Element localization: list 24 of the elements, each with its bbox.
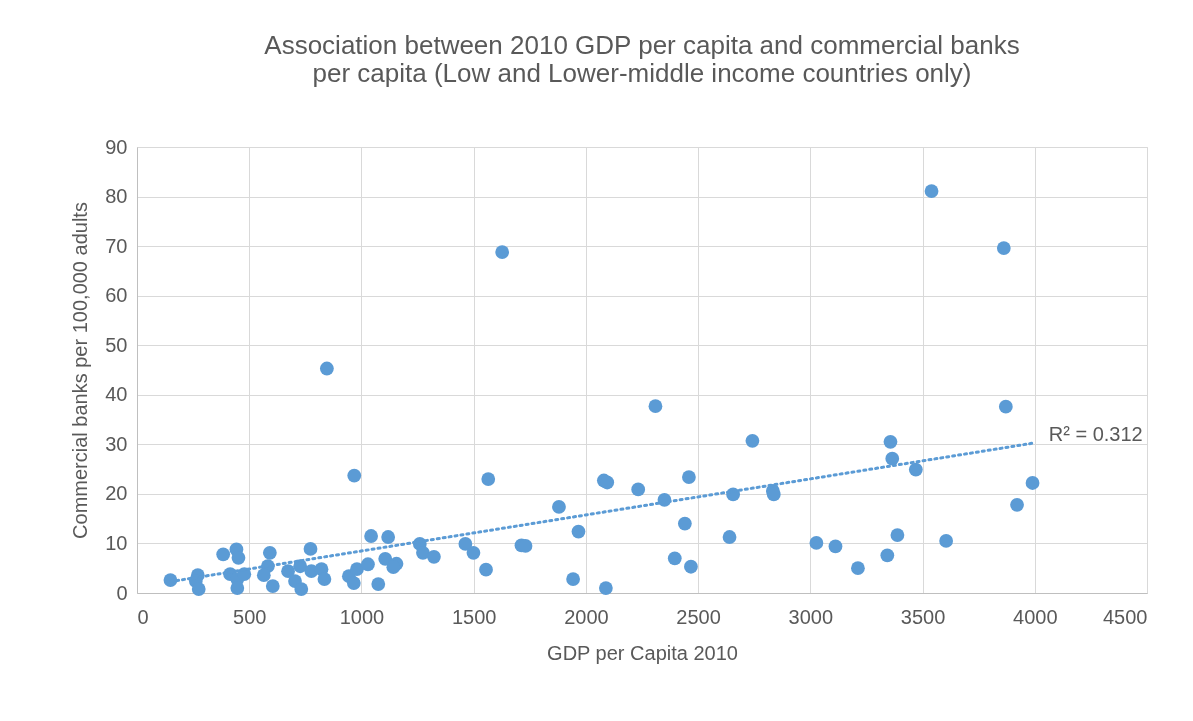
- chart-title: Association between 2010 GDP per capita and commercial banks per capita (Low and Lower-middle income countries only): [264, 30, 1020, 88]
- y-axis-title: Commercial banks per 100,000 adults: [69, 202, 92, 539]
- y-tick-label: 60: [105, 284, 128, 307]
- y-tick-label: 30: [105, 432, 128, 455]
- y-tick-label: 80: [105, 185, 128, 208]
- x-tick-label: 4000: [1013, 605, 1058, 628]
- x-axis-title: GDP per Capita 2010: [547, 641, 738, 664]
- x-tick-label: 1500: [451, 605, 497, 628]
- y-tick-label: 90: [105, 135, 128, 158]
- x-tick-label: 2500: [676, 605, 721, 628]
- x-tick-label: 3500: [900, 605, 946, 628]
- x-tick-label: 0: [137, 605, 149, 628]
- y-tick-label: 50: [105, 333, 128, 356]
- annotation: R² = 0.312: [1048, 422, 1143, 445]
- y-tick-label: 10: [105, 531, 128, 554]
- x-tick-label: 500: [233, 605, 267, 628]
- y-tick-label: 70: [105, 234, 128, 257]
- x-tick-label: 4500: [1103, 605, 1148, 628]
- y-tick-label: 0: [116, 581, 128, 604]
- x-tick-label: 2000: [564, 605, 609, 628]
- y-tick-label: 20: [105, 482, 128, 505]
- x-tick-label: 3000: [788, 605, 834, 628]
- x-tick-label: 1000: [339, 605, 385, 628]
- y-tick-label: 40: [105, 383, 128, 406]
